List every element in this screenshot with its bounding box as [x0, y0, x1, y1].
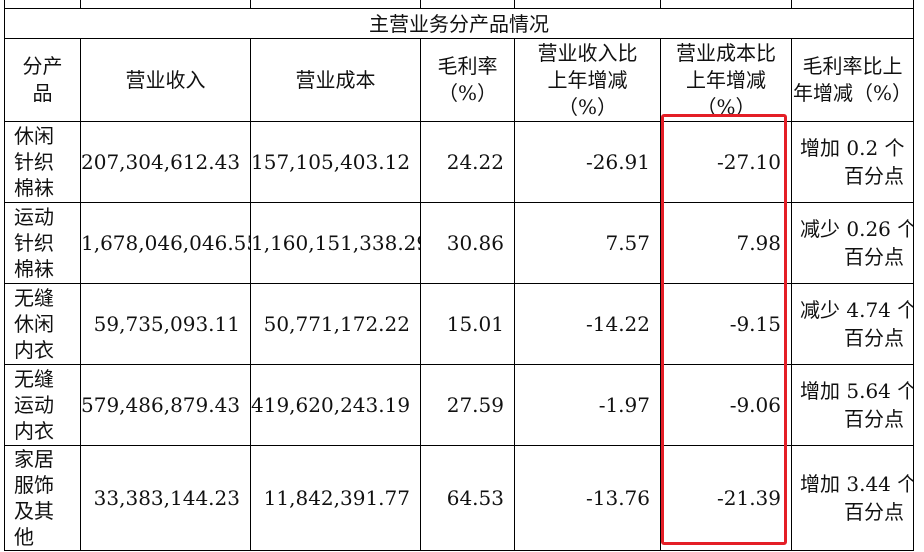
- cost-change-cell: 7.98: [660, 202, 792, 284]
- revenue-change-cell: 7.57: [514, 202, 661, 284]
- product-name-cell: 家居 服饰 及其 他: [4, 445, 81, 551]
- cost-cell: 11,842,391.77: [250, 445, 421, 551]
- gross-margin-cell: 64.53: [420, 445, 515, 551]
- empty-cell: [4, 0, 81, 9]
- cost-cell: 50,771,172.22: [250, 283, 421, 365]
- revenue-change-cell: -14.22: [514, 283, 661, 365]
- revenue-cell: 1,678,046,046.55: [80, 202, 251, 284]
- cost-cell: 1,160,151,338.29: [250, 202, 421, 284]
- margin-change-cell: 减少 4.74 个 百分点: [791, 283, 914, 365]
- revenue-cell: 59,735,093.11: [80, 283, 251, 365]
- revenue-cell: 33,383,144.23: [80, 445, 251, 551]
- product-name-cell: 休闲 针织 棉袜: [4, 121, 81, 203]
- revenue-cell: 207,304,612.43: [80, 121, 251, 203]
- table-row: 运动 针织 棉袜 1,678,046,046.55 1,160,151,338.…: [4, 202, 914, 284]
- table-row: 无缝 运动 内衣 579,486,879.43 419,620,243.19 2…: [4, 364, 914, 446]
- revenue-cell: 579,486,879.43: [80, 364, 251, 446]
- empty-cell: [80, 0, 251, 9]
- table-row: 家居 服饰 及其 他 33,383,144.23 11,842,391.77 6…: [4, 445, 914, 551]
- header-cost: 营业成本: [250, 38, 421, 122]
- cost-cell: 157,105,403.12: [250, 121, 421, 203]
- revenue-change-cell: -26.91: [514, 121, 661, 203]
- empty-cell: [791, 0, 914, 9]
- table-title: 主营业务分产品情况: [4, 8, 914, 39]
- empty-cell: [660, 0, 792, 9]
- cost-cell: 419,620,243.19: [250, 364, 421, 446]
- cost-change-cell: -27.10: [660, 121, 792, 203]
- gross-margin-cell: 15.01: [420, 283, 515, 365]
- gross-margin-cell: 30.86: [420, 202, 515, 284]
- header-cost-change: 营业成本比 上年增减 （%）: [660, 38, 792, 122]
- empty-cell: [420, 0, 515, 9]
- margin-change-cell: 减少 0.26 个 百分点: [791, 202, 914, 284]
- header-product: 分产 品: [4, 38, 81, 122]
- gross-margin-cell: 27.59: [420, 364, 515, 446]
- header-gross-margin: 毛利率 （%）: [420, 38, 515, 122]
- cost-change-cell: -21.39: [660, 445, 792, 551]
- table-title-row: 主营业务分产品情况: [4, 8, 914, 39]
- header-margin-change: 毛利率比上 年增减（%）: [791, 38, 914, 122]
- revenue-change-cell: -13.76: [514, 445, 661, 551]
- product-name-cell: 无缝 休闲 内衣: [4, 283, 81, 365]
- cost-change-cell: -9.15: [660, 283, 792, 365]
- margin-change-cell: 增加 5.64 个 百分点: [791, 364, 914, 446]
- header-revenue: 营业收入: [80, 38, 251, 122]
- revenue-change-cell: -1.97: [514, 364, 661, 446]
- product-name-cell: 无缝 运动 内衣: [4, 364, 81, 446]
- header-revenue-change: 营业收入比 上年增减 （%）: [514, 38, 661, 122]
- margin-change-cell: 增加 0.2 个 百分点: [791, 121, 914, 203]
- margin-change-cell: 增加 3.44 个 百分点: [791, 445, 914, 551]
- empty-cell: [514, 0, 661, 9]
- gross-margin-cell: 24.22: [420, 121, 515, 203]
- table-row: 休闲 针织 棉袜 207,304,612.43 157,105,403.12 2…: [4, 121, 914, 203]
- table-top-edge-row: [4, 0, 914, 9]
- cost-change-cell: -9.06: [660, 364, 792, 446]
- header-row: 分产 品 营业收入 营业成本 毛利率 （%） 营业收入比 上年增减 （%） 营业…: [4, 38, 914, 122]
- empty-cell: [250, 0, 421, 9]
- product-name-cell: 运动 针织 棉袜: [4, 202, 81, 284]
- table-row: 无缝 休闲 内衣 59,735,093.11 50,771,172.22 15.…: [4, 283, 914, 365]
- product-revenue-table: 主营业务分产品情况 分产 品 营业收入 营业成本 毛利率 （%） 营业收入比 上…: [4, 0, 914, 551]
